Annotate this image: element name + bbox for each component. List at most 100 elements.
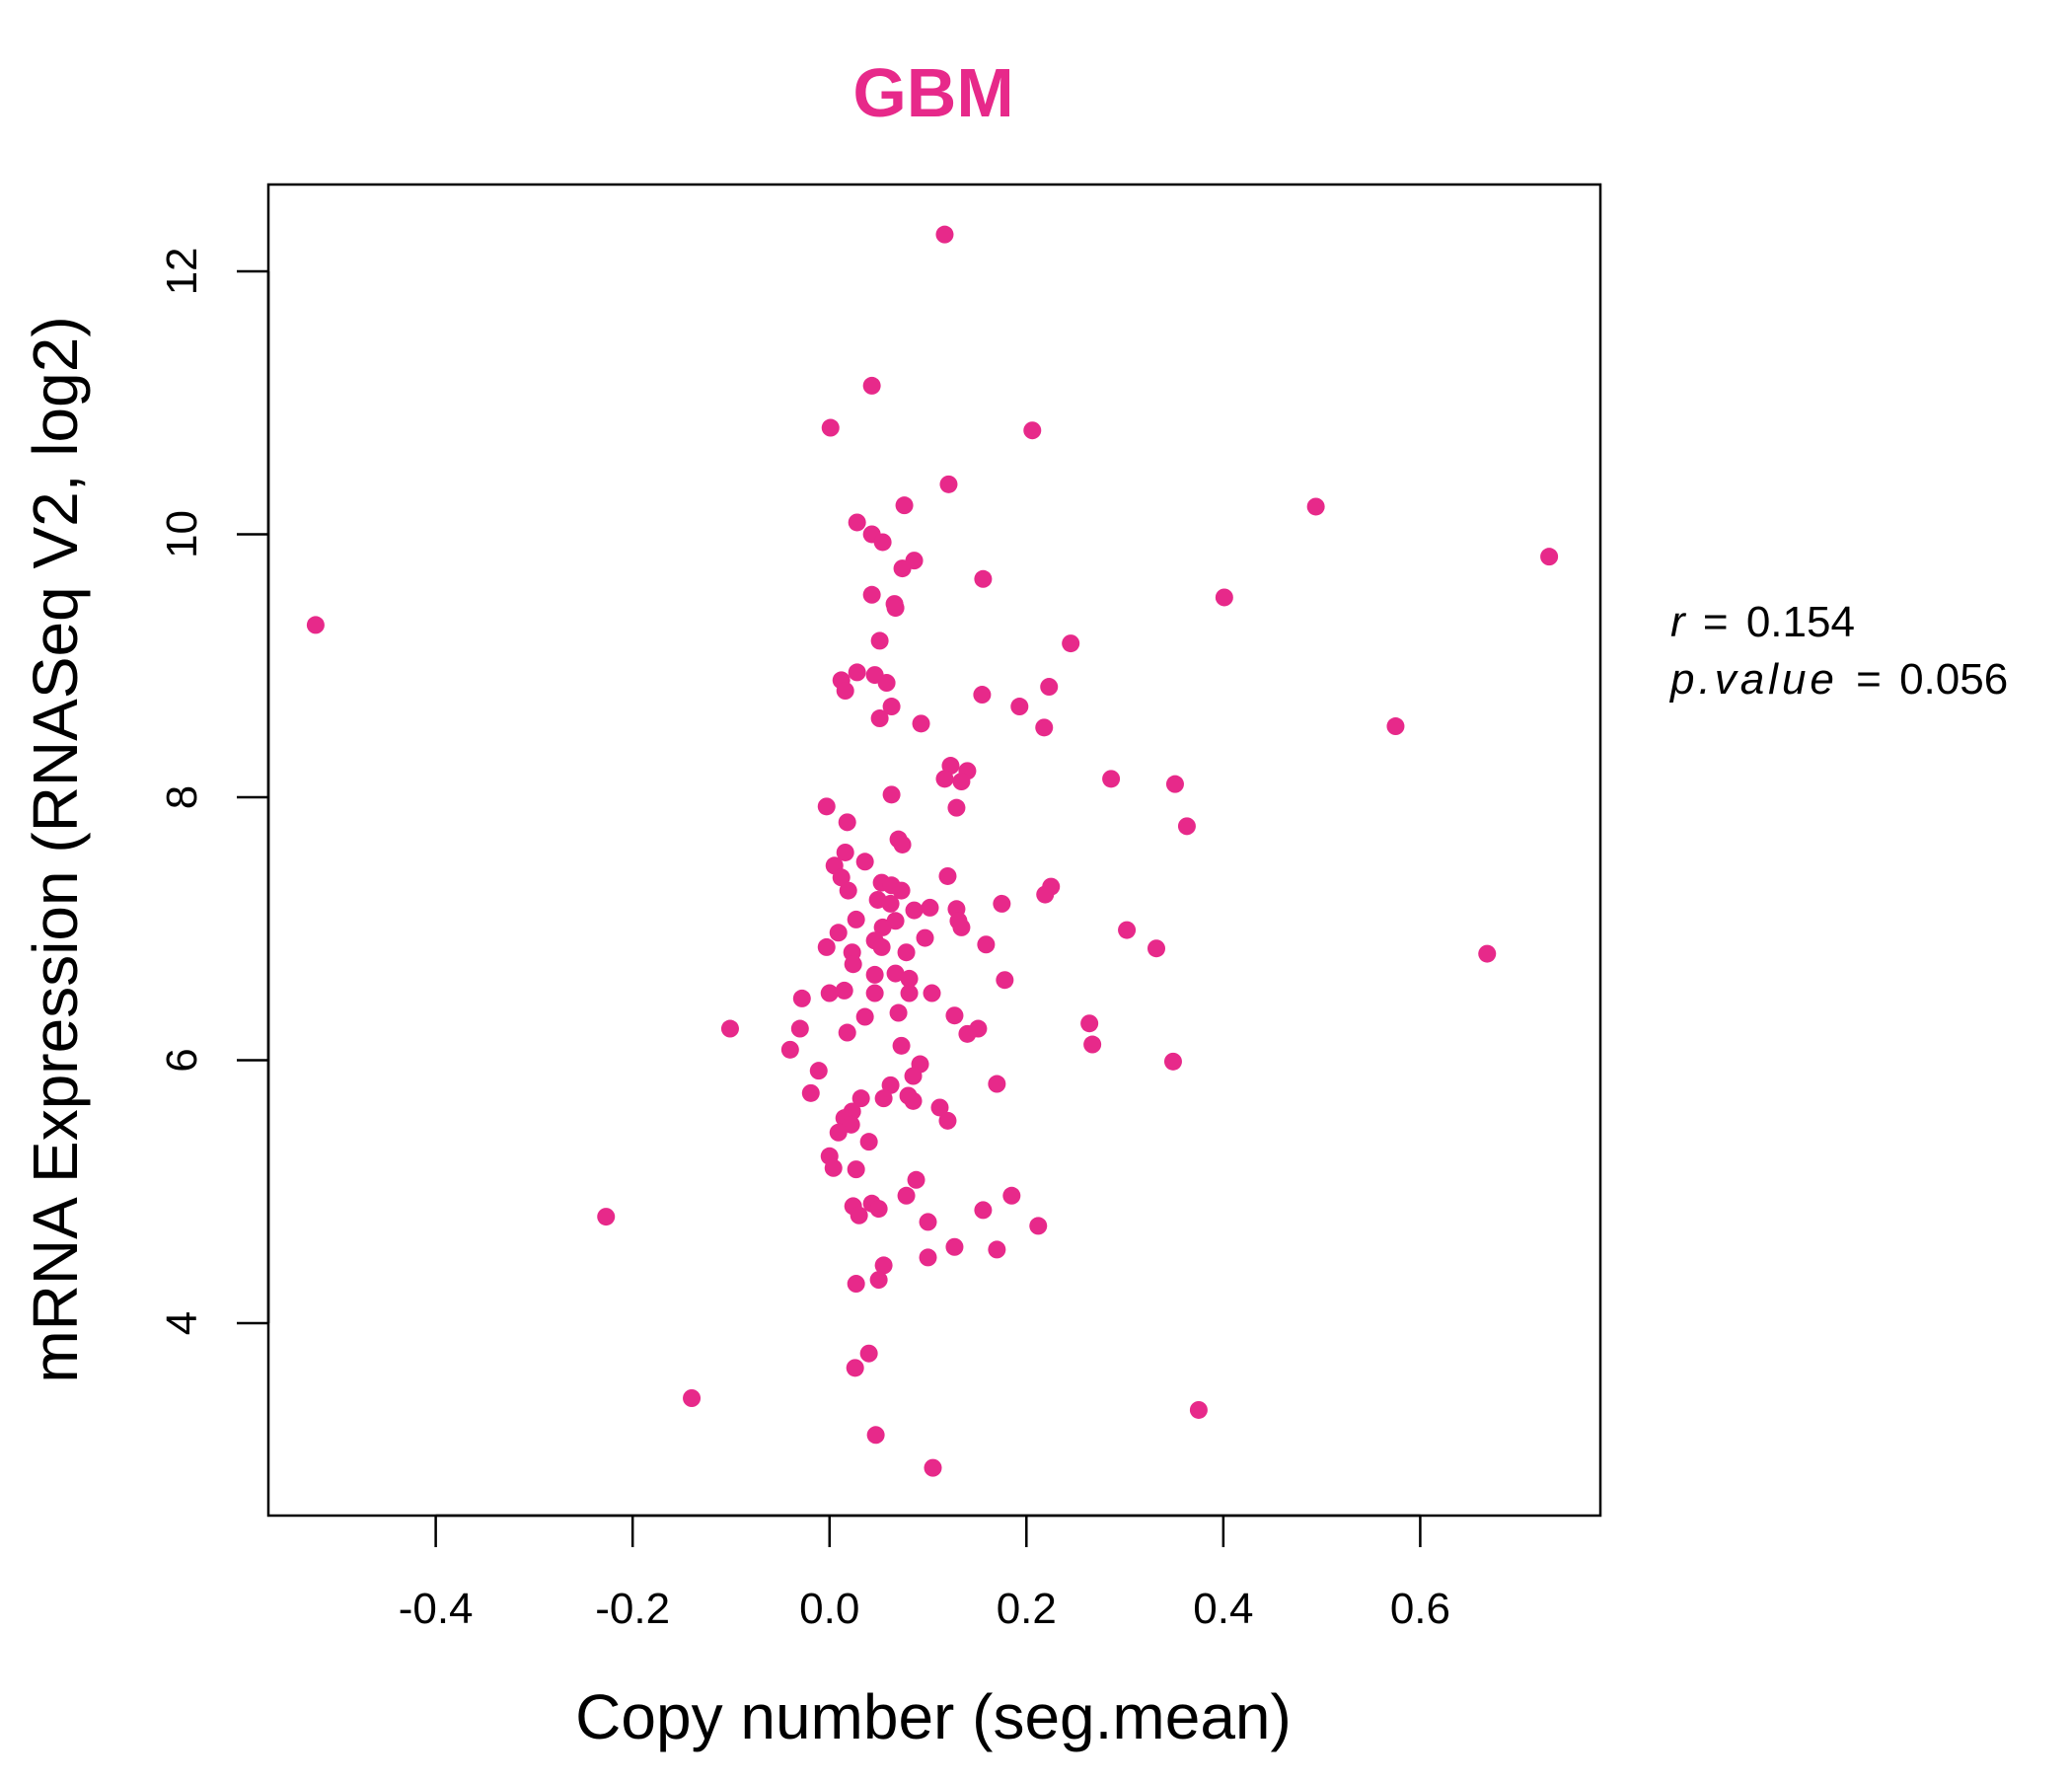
data-point [1189, 1400, 1208, 1419]
data-point [850, 1206, 868, 1224]
data-point [847, 1275, 865, 1294]
data-point [859, 1344, 878, 1363]
x-tick-label: 0.2 [997, 1585, 1057, 1633]
data-point [1478, 944, 1497, 963]
data-point [935, 225, 954, 244]
data-point [821, 418, 840, 437]
data-point [720, 1019, 739, 1038]
data-point [892, 881, 911, 900]
data-point [973, 686, 992, 705]
data-point [872, 937, 891, 956]
data-point [1035, 718, 1054, 737]
data-point [919, 1213, 937, 1231]
data-point [801, 1083, 820, 1102]
data-point [1102, 770, 1121, 788]
data-point [865, 984, 884, 1002]
y-axis: 4 6 8 10 12 [158, 247, 270, 1335]
data-point [817, 797, 836, 816]
data-point [829, 1123, 848, 1142]
data-point [897, 1186, 916, 1205]
data-point [862, 376, 881, 395]
data-point [988, 1240, 1006, 1259]
data-point [1083, 1035, 1102, 1054]
data-point [912, 714, 930, 733]
data-point [851, 1089, 870, 1108]
data-point [1118, 921, 1137, 939]
data-point [855, 853, 874, 871]
data-point [874, 1256, 893, 1275]
data-point [838, 813, 856, 832]
data-point [820, 984, 839, 1002]
data-point [974, 569, 993, 588]
data-points [306, 225, 1559, 1477]
data-point [817, 937, 836, 956]
data-point [829, 924, 848, 942]
data-point [306, 616, 325, 634]
data-point [790, 1019, 809, 1038]
p-value: 0.056 [1899, 655, 2008, 704]
data-point [873, 533, 892, 552]
data-point [1165, 775, 1184, 793]
data-point [924, 1458, 942, 1477]
data-point [1306, 497, 1325, 516]
x-tick-label: 0.6 [1390, 1585, 1450, 1633]
data-point [846, 1359, 864, 1377]
data-point [930, 1098, 949, 1117]
data-point [886, 599, 905, 618]
data-point [597, 1208, 616, 1226]
data-point [865, 965, 884, 984]
data-point [900, 984, 919, 1002]
x-tick-label: 0.0 [799, 1585, 859, 1633]
data-point [874, 1089, 893, 1108]
data-point [893, 559, 912, 578]
data-point [809, 1062, 828, 1080]
data-point [921, 898, 939, 917]
data-point [1177, 817, 1196, 836]
data-point [847, 1160, 865, 1179]
data-point [855, 1007, 874, 1026]
x-tick-label: -0.4 [399, 1585, 474, 1633]
data-point [904, 1091, 923, 1110]
r-value: 0.154 [1746, 598, 1855, 646]
data-point [882, 698, 901, 716]
data-point [904, 1067, 923, 1085]
data-point [882, 785, 901, 804]
r-label: r [1670, 598, 1687, 646]
data-point [866, 1426, 885, 1445]
r-equals: = [1703, 598, 1729, 646]
data-point [835, 981, 853, 1000]
data-point [923, 984, 941, 1002]
data-point [839, 881, 857, 900]
data-point [1215, 588, 1233, 607]
data-point [993, 894, 1011, 913]
data-point [848, 663, 866, 682]
data-point [1040, 678, 1059, 697]
data-point [938, 1111, 957, 1130]
chart-title: GBM [852, 54, 1013, 131]
data-point [996, 971, 1014, 990]
svg-text:p.value = 0.056: p.value = 0.056 [1668, 655, 2008, 704]
data-point [897, 943, 916, 962]
data-point [869, 1200, 888, 1219]
y-tick-label: 8 [158, 785, 206, 809]
data-point [895, 496, 914, 515]
data-point [873, 918, 892, 936]
data-point [824, 1158, 843, 1177]
data-point [945, 1006, 964, 1025]
data-point [1010, 698, 1029, 716]
data-point [1029, 1217, 1048, 1235]
data-point [842, 1115, 860, 1134]
data-point [870, 709, 889, 728]
data-point [1540, 548, 1559, 566]
data-point [1023, 421, 1042, 440]
data-point [844, 955, 862, 974]
data-point [881, 894, 900, 913]
data-point [952, 773, 971, 791]
data-point [892, 1036, 911, 1055]
data-point [836, 682, 854, 701]
data-point [886, 964, 905, 983]
y-tick-label: 4 [158, 1311, 206, 1335]
data-point [919, 1248, 937, 1267]
data-point [832, 868, 851, 887]
